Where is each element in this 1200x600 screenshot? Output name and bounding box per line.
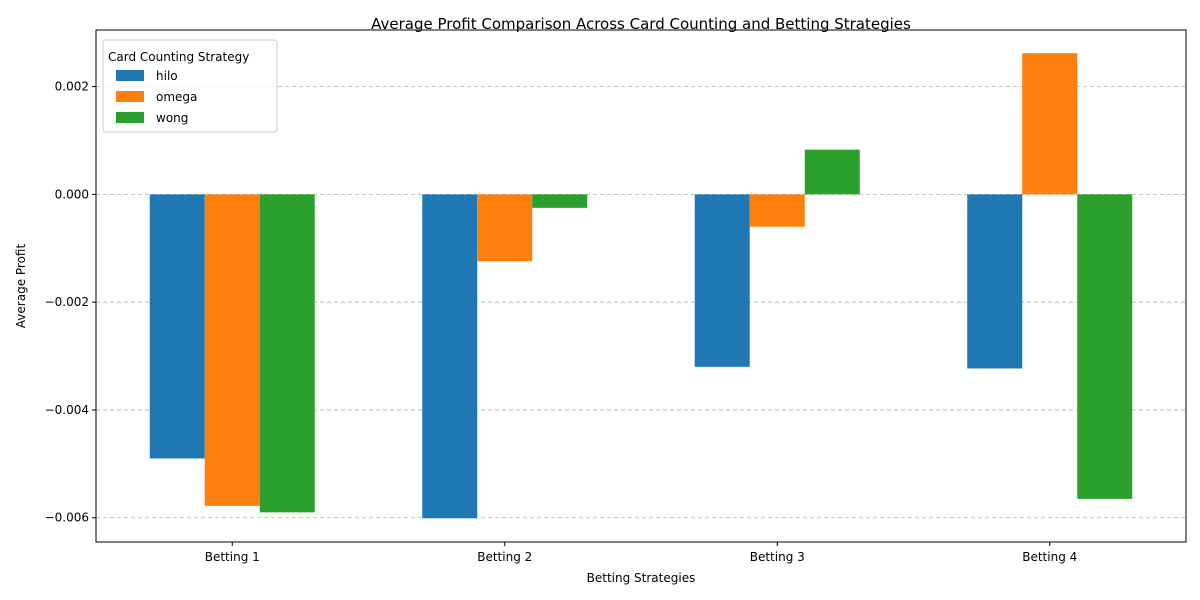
y-tick-label: 0.002 bbox=[55, 80, 89, 94]
legend-label-wong: wong bbox=[156, 111, 188, 125]
bars bbox=[149, 53, 1133, 519]
x-axis: Betting 1 Betting 2 Betting 3 Betting 4 bbox=[205, 542, 1077, 564]
legend-swatch-omega bbox=[116, 91, 144, 102]
legend-title: Card Counting Strategy bbox=[108, 50, 249, 64]
bar-wong bbox=[259, 194, 315, 513]
bar-omega bbox=[1022, 53, 1078, 195]
legend-swatch-hilo bbox=[116, 70, 144, 81]
y-tick-label: 0.000 bbox=[55, 187, 89, 201]
bar-hilo bbox=[149, 194, 205, 459]
bar-omega bbox=[204, 194, 260, 506]
chart-title: Average Profit Comparison Across Card Co… bbox=[371, 15, 911, 33]
bar-hilo bbox=[694, 194, 750, 367]
bar-omega bbox=[749, 194, 805, 227]
y-axis: −0.006 −0.004 −0.002 0.000 0.002 bbox=[45, 80, 96, 525]
legend: Card Counting Strategy hilo omega wong bbox=[102, 39, 278, 133]
bar-omega bbox=[477, 194, 533, 262]
y-axis-label: Average Profit bbox=[14, 244, 28, 329]
legend-swatch-wong bbox=[116, 112, 144, 123]
bar-wong bbox=[1077, 194, 1133, 499]
x-tick-label: Betting 2 bbox=[477, 550, 532, 564]
x-tick-label: Betting 1 bbox=[205, 550, 260, 564]
legend-label-hilo: hilo bbox=[156, 69, 178, 83]
y-tick-label: −0.004 bbox=[45, 403, 89, 417]
bar-hilo bbox=[967, 194, 1023, 369]
y-tick-label: −0.006 bbox=[45, 511, 89, 525]
bar-hilo bbox=[422, 194, 478, 519]
legend-label-omega: omega bbox=[156, 90, 197, 104]
plot-frame bbox=[95, 29, 1187, 543]
bar-wong bbox=[532, 194, 588, 208]
bar-wong bbox=[804, 149, 860, 195]
x-tick-label: Betting 4 bbox=[1022, 550, 1077, 564]
x-axis-label: Betting Strategies bbox=[587, 571, 696, 585]
legend-box bbox=[102, 39, 278, 133]
y-tick-label: −0.002 bbox=[45, 295, 89, 309]
x-tick-label: Betting 3 bbox=[750, 550, 805, 564]
